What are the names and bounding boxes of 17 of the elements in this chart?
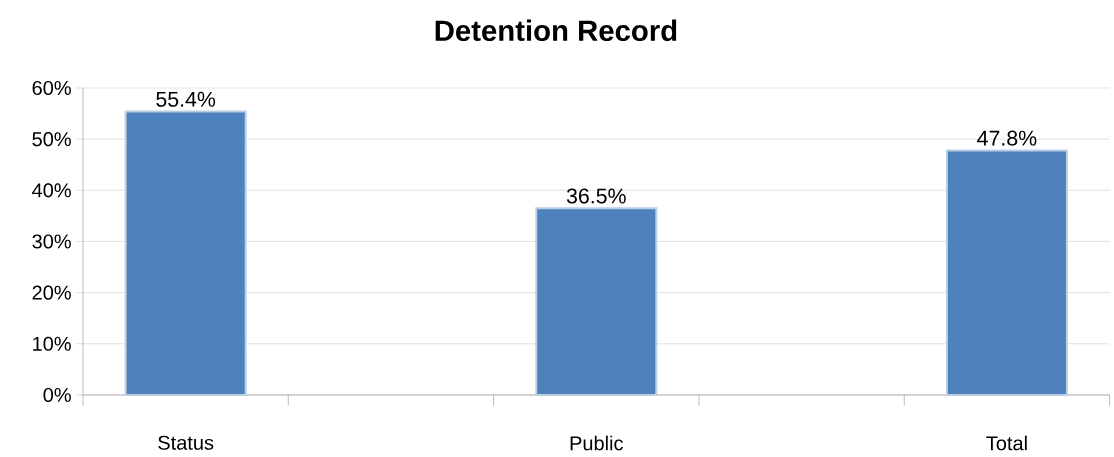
data-label: 55.4% bbox=[156, 91, 216, 107]
y-tick-label: 50% bbox=[32, 132, 71, 147]
y-tick-label: 30% bbox=[32, 234, 71, 249]
x-tick-label: Public bbox=[570, 435, 623, 451]
data-label: 36.5% bbox=[566, 188, 626, 204]
x-tick-label: Total bbox=[986, 435, 1027, 451]
bar bbox=[124, 110, 247, 396]
x-tick-label: Status bbox=[158, 435, 214, 450]
y-tick-label: 10% bbox=[33, 336, 71, 351]
y-tick-label: 20% bbox=[32, 285, 71, 300]
y-tick-label: 60% bbox=[32, 80, 71, 96]
y-tick-label: 40% bbox=[32, 183, 71, 198]
bar bbox=[945, 149, 1068, 396]
chart-title: Detention Record bbox=[435, 19, 677, 42]
bar bbox=[535, 207, 658, 396]
data-label: 47.8% bbox=[977, 130, 1037, 146]
y-tick-label: 0% bbox=[43, 387, 71, 403]
